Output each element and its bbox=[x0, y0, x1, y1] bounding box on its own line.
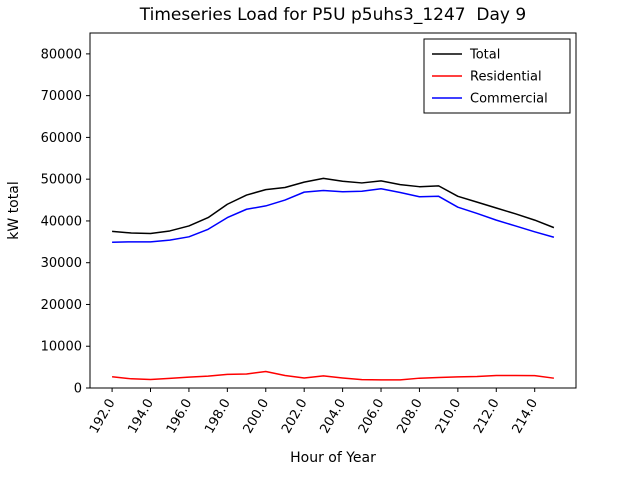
y-tick-label: 80000 bbox=[41, 47, 82, 62]
y-tick-label: 60000 bbox=[41, 131, 82, 146]
y-tick-label: 10000 bbox=[41, 340, 82, 355]
y-tick-label: 40000 bbox=[41, 214, 82, 229]
y-tick-label: 70000 bbox=[41, 89, 82, 104]
legend-label-commercial: Commercial bbox=[470, 92, 548, 107]
y-tick-label: 0 bbox=[74, 382, 82, 397]
chart-title: Timeseries Load for P5U p5uhs3_1247 Day … bbox=[139, 5, 526, 25]
y-axis: 0 10000 20000 30000 40000 50000 60000 70000 8000… bbox=[41, 47, 90, 397]
legend-label-total: Total bbox=[469, 48, 500, 63]
axes-spines bbox=[89, 32, 577, 389]
series-line-commercial bbox=[112, 188, 555, 243]
y-tick-label: 50000 bbox=[41, 173, 82, 188]
legend-label-residential: Residential bbox=[470, 70, 542, 85]
x-axis-label: Hour of Year bbox=[290, 450, 376, 466]
legend: Total Residential Commercial bbox=[423, 38, 571, 114]
y-tick-label: 20000 bbox=[41, 298, 82, 313]
series-line-residential bbox=[112, 370, 555, 381]
series-line-total bbox=[112, 177, 555, 235]
y-axis-label: kW total bbox=[6, 181, 22, 239]
y-tick-label: 30000 bbox=[41, 256, 82, 271]
